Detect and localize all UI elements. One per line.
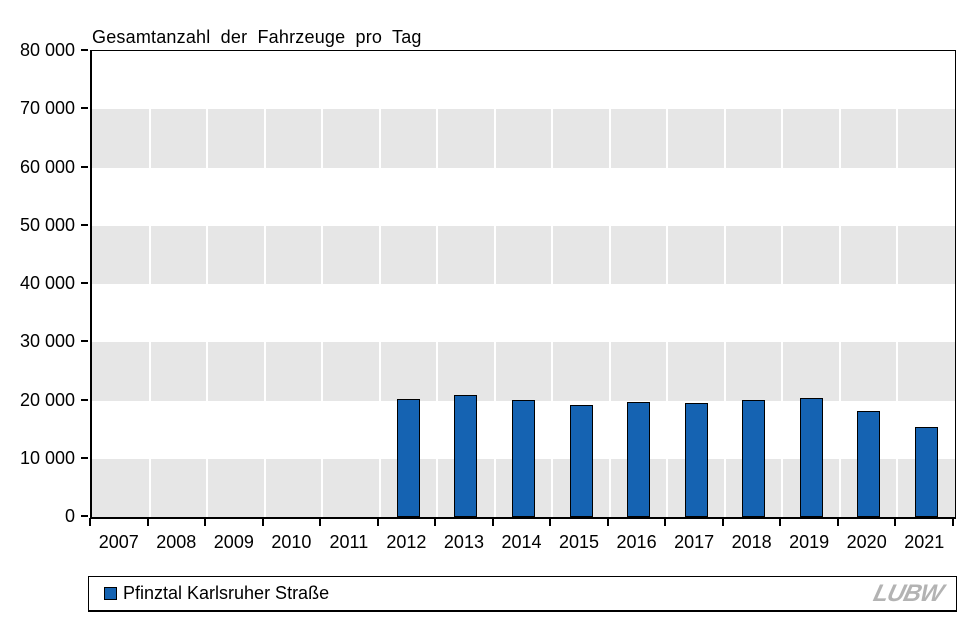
vertical-gridline: [838, 51, 841, 517]
x-axis-tick: [779, 518, 782, 526]
x-axis-label-2007: 2007: [98, 532, 139, 552]
x-axis-tick: [434, 518, 437, 526]
x-axis-tick: [894, 518, 897, 526]
x-axis-label-2017: 2017: [674, 532, 715, 552]
bar-2012: [396, 398, 420, 517]
vertical-gridline: [551, 51, 554, 517]
x-axis-tick: [952, 518, 954, 526]
plot-band: [92, 284, 955, 343]
bar-2020: [857, 410, 881, 517]
x-axis-tick: [491, 518, 494, 526]
bar-2013: [454, 395, 478, 517]
bar-2021: [914, 426, 938, 517]
y-axis-label: 10 000: [19, 447, 75, 468]
y-axis-tick: [81, 107, 88, 110]
x-axis-label-2009: 2009: [213, 532, 254, 552]
bar-2015: [569, 405, 593, 517]
y-axis-tick: [81, 515, 88, 517]
plot-band: [92, 51, 955, 110]
y-axis-tick: [81, 282, 88, 284]
vertical-gridline: [378, 51, 381, 517]
bar-2018: [742, 399, 766, 517]
x-axis-tick: [376, 518, 379, 526]
x-axis-tick: [836, 518, 839, 526]
legend-label: Pfinztal Karlsruher Straße: [123, 583, 330, 603]
vertical-gridline: [723, 51, 726, 517]
vertical-gridline: [321, 51, 324, 517]
bar-2019: [799, 397, 823, 517]
y-axis-label: 0: [64, 506, 75, 526]
vertical-gridline: [666, 51, 669, 517]
x-axis-tick: [664, 518, 667, 526]
bar-2017: [684, 403, 708, 517]
y-axis-tick: [81, 223, 88, 226]
y-axis-label: 80 000: [19, 40, 75, 60]
x-axis-label-2013: 2013: [443, 532, 484, 552]
y-axis-tick: [81, 49, 88, 51]
vertical-gridline: [781, 51, 784, 517]
plot-band: [92, 167, 955, 226]
y-axis-label: 60 000: [19, 156, 75, 177]
y-axis-label: 20 000: [19, 389, 75, 410]
x-axis-label-2016: 2016: [616, 532, 657, 552]
x-axis-label-2014: 2014: [501, 532, 542, 552]
vertical-gridline: [493, 51, 496, 517]
x-axis-label-2011: 2011: [329, 532, 369, 552]
vertical-gridline: [608, 51, 611, 517]
plot-band: [92, 225, 955, 284]
y-axis-label: 70 000: [19, 98, 75, 119]
vertical-gridline: [436, 51, 439, 517]
x-axis-tick: [89, 518, 91, 526]
chart-title: Gesamtanzahl der Fahrzeuge pro Tag: [92, 27, 422, 47]
y-axis-label: 30 000: [19, 331, 75, 352]
plot-area: [90, 50, 956, 519]
x-axis-label-2012: 2012: [386, 532, 427, 552]
legend-swatch: [104, 587, 117, 600]
plot-band: [92, 109, 955, 168]
vertical-gridline: [263, 51, 266, 517]
lubw-logo: LUBW: [870, 579, 946, 607]
plot-band: [92, 342, 955, 401]
y-axis-tick: [81, 165, 88, 168]
x-axis-label-2008: 2008: [156, 532, 197, 552]
vertical-gridline: [896, 51, 899, 517]
x-axis-tick: [549, 518, 552, 526]
x-axis-label-2020: 2020: [846, 532, 887, 552]
legend-box: Pfinztal Karlsruher Straße LUBW: [88, 576, 957, 612]
x-axis-label-2019: 2019: [789, 532, 830, 552]
x-axis-tick: [319, 518, 322, 526]
x-axis-tick: [606, 518, 609, 526]
y-axis-tick: [81, 340, 88, 343]
x-axis-label-2018: 2018: [731, 532, 772, 552]
bar-2014: [512, 399, 535, 517]
x-axis-tick: [204, 518, 207, 526]
x-axis-label-2021: 2021: [904, 532, 945, 552]
y-axis-tick: [81, 456, 88, 459]
y-axis-label: 50 000: [19, 214, 75, 235]
x-axis-label-2010: 2010: [271, 532, 312, 552]
vertical-gridline: [206, 51, 209, 517]
x-axis-label-2015: 2015: [559, 532, 600, 552]
vertical-gridline: [148, 51, 151, 517]
bar-2016: [627, 401, 651, 517]
y-axis-tick: [81, 398, 88, 401]
x-axis-tick: [261, 518, 264, 526]
x-axis-tick: [146, 518, 149, 526]
x-axis-tick: [721, 518, 724, 526]
y-axis-label: 40 000: [19, 273, 75, 293]
